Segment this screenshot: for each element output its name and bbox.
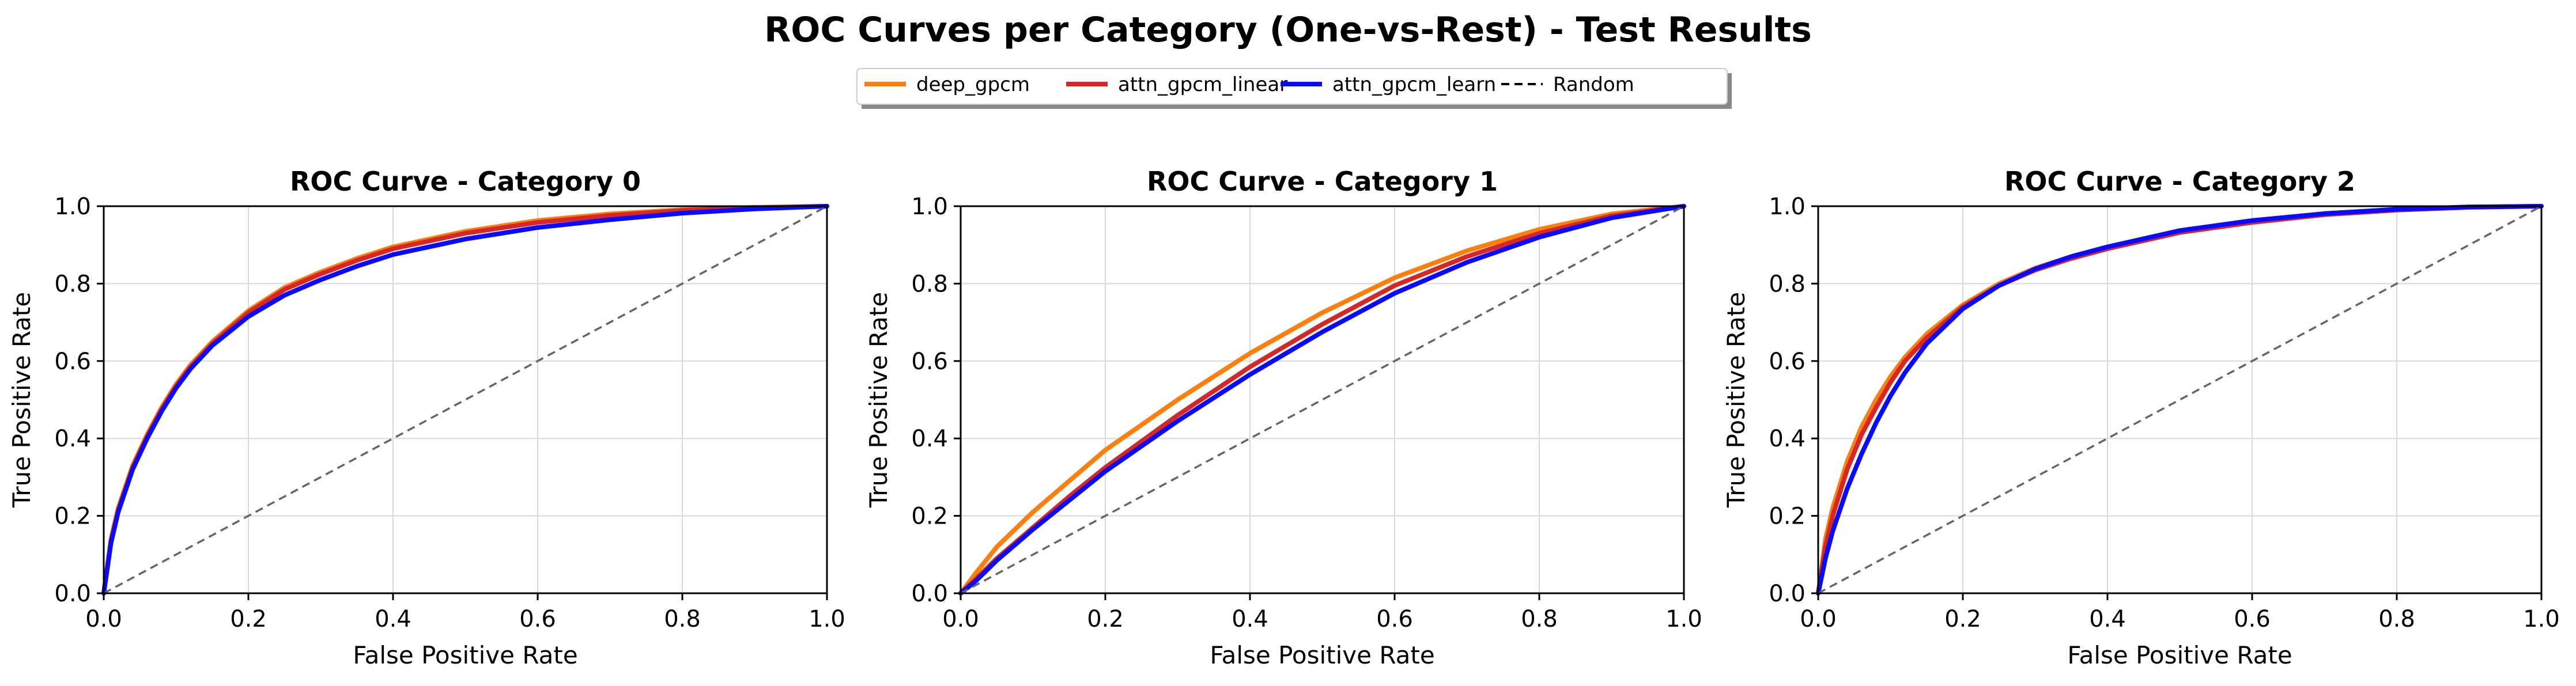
x-tick-label: 0.6 (1376, 606, 1413, 632)
x-tick-label: 0.6 (519, 606, 556, 632)
figure-title: ROC Curves per Category (One-vs-Rest) - … (764, 10, 1812, 50)
legend-label-deep-gpcm: deep_gpcm (916, 73, 1030, 96)
series-line-attn-gpcm-learn (101, 204, 829, 596)
y-axis-label: True Positive Rate (1722, 292, 1750, 508)
y-tick-label: 1.0 (1769, 194, 1806, 220)
y-tick-label: 0.2 (54, 503, 91, 530)
plot-frame (103, 205, 828, 594)
y-tick-label: 1.0 (911, 194, 948, 220)
y-tick-label: 0.0 (54, 581, 91, 607)
chart-panels: ROC Curve - Category 0 0.0 0.2 0.4 0.6 0.8 1.0… (7, 166, 2560, 669)
legend-item-attn-gpcm-learn: attn_gpcm_learn (1281, 73, 1496, 96)
x-tick-label: 0.6 (2234, 606, 2271, 632)
x-tick-label: 0.2 (1087, 606, 1124, 632)
x-tick-label: 0.0 (942, 606, 979, 632)
x-tick-label: 0.2 (230, 606, 267, 632)
plot-frame (1817, 205, 2543, 594)
x-tick-label: 0.4 (1232, 606, 1268, 632)
y-axis-label: True Positive Rate (864, 292, 893, 508)
y-tick-label: 0.0 (1769, 581, 1806, 607)
y-tick-label: 1.0 (54, 194, 91, 220)
y-tick-label: 0.4 (54, 426, 91, 452)
y-tick-label: 0.6 (54, 348, 91, 375)
legend-label-attn-gpcm-learn: attn_gpcm_learn (1332, 73, 1496, 96)
y-tick-label: 0.8 (54, 271, 91, 297)
x-axis-label: False Positive Rate (353, 641, 577, 669)
legend-label-random: Random (1553, 73, 1634, 96)
series-line-attn-gpcm-learn (958, 204, 1686, 596)
x-tick-label: 0.0 (1800, 606, 1837, 632)
y-tick-label: 0.4 (911, 426, 948, 452)
x-tick-label: 0.2 (1944, 606, 1981, 632)
x-tick-label: 0.8 (2378, 606, 2415, 632)
chart-panel-category-0: ROC Curve - Category 0 0.0 0.2 0.4 0.6 0.8 1.0… (7, 166, 845, 669)
series-line-attn-gpcm-learn (1816, 204, 2544, 596)
panel-title: ROC Curve - Category 0 (290, 166, 641, 197)
y-axis-label: True Positive Rate (7, 292, 36, 508)
panel-title: ROC Curve - Category 1 (1147, 166, 1498, 197)
chart-panel-category-1: ROC Curve - Category 1 0.0 0.2 0.4 0.6 0.8 1.0… (864, 166, 1702, 669)
y-tick-label: 0.0 (911, 581, 948, 607)
legend-item-attn-gpcm-linear: attn_gpcm_linear (1066, 73, 1287, 96)
y-tick-label: 0.2 (1769, 503, 1806, 530)
x-tick-label: 0.8 (1521, 606, 1558, 632)
y-tick-label: 0.6 (1769, 348, 1806, 375)
series-line-random (103, 205, 828, 594)
y-tick-label: 0.4 (1769, 426, 1806, 452)
legend-item-deep-gpcm: deep_gpcm (864, 73, 1030, 96)
x-tick-label: 0.8 (664, 606, 701, 632)
x-tick-label: 0.4 (2089, 606, 2126, 632)
x-tick-label: 1.0 (809, 606, 845, 632)
legend-label-attn-gpcm-linear: attn_gpcm_linear (1118, 73, 1287, 96)
series-line-random (1818, 205, 2542, 594)
panel-title: ROC Curve - Category 2 (2004, 166, 2355, 197)
y-tick-label: 0.8 (911, 271, 948, 297)
x-axis-label: False Positive Rate (1210, 641, 1434, 669)
y-tick-label: 0.8 (1769, 271, 1806, 297)
legend-item-random: Random (1501, 73, 1634, 96)
x-tick-label: 0.4 (375, 606, 411, 632)
plot-frame (960, 205, 1685, 594)
x-axis-label: False Positive Rate (2067, 641, 2292, 669)
series-line-deep-gpcm (958, 204, 1686, 596)
y-tick-label: 0.6 (911, 348, 948, 375)
x-tick-label: 1.0 (2523, 606, 2560, 632)
chart-panel-category-2: ROC Curve - Category 2 0.0 0.2 0.4 0.6 0.8 1.0… (1722, 166, 2560, 669)
y-tick-label: 0.2 (911, 503, 948, 530)
x-tick-label: 0.0 (85, 606, 122, 632)
series-line-random (960, 205, 1684, 594)
x-tick-label: 1.0 (1665, 606, 1702, 632)
legend: deep_gpcm attn_gpcm_linear attn_gpcm_learn… (856, 68, 1732, 109)
